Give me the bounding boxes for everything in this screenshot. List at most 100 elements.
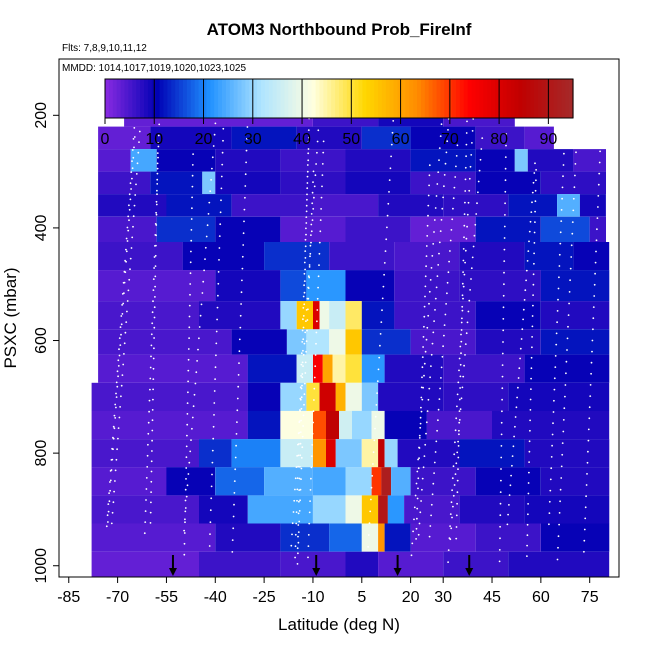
track-point [239, 326, 242, 329]
track-point [531, 325, 534, 328]
x-axis-label: Latitude (deg N) [278, 615, 400, 634]
track-point [468, 189, 471, 192]
track-point [303, 261, 306, 264]
track-point [534, 200, 537, 203]
x-tick-label: 60 [532, 589, 550, 606]
track-point [218, 247, 221, 249]
colorbar-swatch [362, 79, 367, 118]
track-point [310, 230, 313, 233]
track-point [122, 302, 125, 305]
track-point [297, 552, 299, 555]
track-point [157, 145, 160, 148]
track-point [534, 210, 536, 213]
colorbar-swatch [163, 79, 168, 118]
track-point [514, 416, 517, 418]
x-tick-label: -25 [253, 589, 276, 606]
x-tick-label: 45 [483, 589, 501, 606]
heatmap-cell [459, 242, 525, 271]
heatmap-cell [91, 523, 216, 552]
track-point [146, 454, 149, 457]
track-point [457, 468, 459, 470]
track-point [212, 425, 215, 428]
track-point [440, 123, 443, 126]
track-point [321, 174, 324, 177]
track-point [458, 421, 461, 424]
track-point [533, 172, 536, 174]
track-point [434, 309, 436, 311]
track-point [117, 437, 119, 440]
track-point [465, 155, 467, 158]
colorbar-swatch [374, 79, 379, 118]
track-point [114, 480, 116, 482]
track-point [307, 286, 309, 289]
track-point [211, 473, 213, 476]
heatmap-cell [540, 270, 610, 302]
track-point [152, 357, 155, 360]
colorbar-swatch [218, 79, 223, 118]
track-point [533, 231, 536, 234]
track-point [480, 148, 483, 150]
track-point [153, 326, 156, 329]
track-point [458, 410, 461, 412]
track-point [297, 443, 299, 446]
track-point [595, 239, 598, 242]
colorbar-swatch [268, 79, 274, 118]
track-point [566, 349, 568, 351]
colorbar-swatch [495, 79, 500, 118]
colorbar-tick-label: 60 [392, 131, 410, 148]
track-point [549, 489, 552, 492]
track-point [150, 344, 153, 347]
track-point [143, 532, 146, 535]
track-point [508, 504, 510, 506]
colorbar-swatch [518, 79, 523, 118]
track-point [461, 294, 464, 297]
heatmap-cell [280, 523, 330, 552]
track-point [231, 539, 234, 541]
track-point [550, 456, 553, 458]
track-point [144, 510, 147, 512]
track-point [307, 556, 309, 559]
track-point [374, 427, 376, 430]
track-point [585, 495, 587, 498]
track-point [504, 202, 506, 205]
track-point [417, 477, 420, 480]
track-point [455, 165, 457, 168]
track-point [294, 545, 297, 548]
track-point [438, 147, 441, 150]
track-point [368, 522, 371, 525]
track-point [535, 169, 537, 171]
track-point [215, 342, 218, 345]
heatmap-cell [508, 382, 610, 411]
track-point [370, 486, 373, 489]
track-point [113, 490, 115, 493]
track-point [123, 353, 125, 355]
track-point [307, 534, 310, 536]
track-point [465, 332, 468, 335]
track-point [527, 513, 529, 516]
heatmap-cell [345, 467, 372, 496]
track-point [470, 278, 472, 280]
track-point [456, 393, 459, 396]
track-point [294, 488, 296, 491]
track-point [552, 411, 555, 413]
track-point [156, 172, 159, 175]
track-point [453, 484, 456, 486]
track-point [532, 294, 534, 296]
heatmap-cell [361, 495, 379, 524]
track-point [302, 425, 304, 427]
track-point [501, 364, 504, 366]
heatmap-cell [98, 242, 183, 271]
track-point [460, 397, 463, 400]
track-point [190, 218, 193, 220]
colorbar-swatch [522, 79, 527, 118]
track-point [419, 416, 422, 419]
flight-markers [168, 555, 474, 576]
track-point [189, 283, 192, 285]
track-point [240, 303, 243, 305]
track-point [305, 320, 307, 322]
track-point [209, 190, 212, 193]
track-point [303, 291, 306, 294]
track-point [302, 318, 304, 321]
colorbar-swatch [479, 79, 484, 118]
track-point [136, 162, 139, 165]
